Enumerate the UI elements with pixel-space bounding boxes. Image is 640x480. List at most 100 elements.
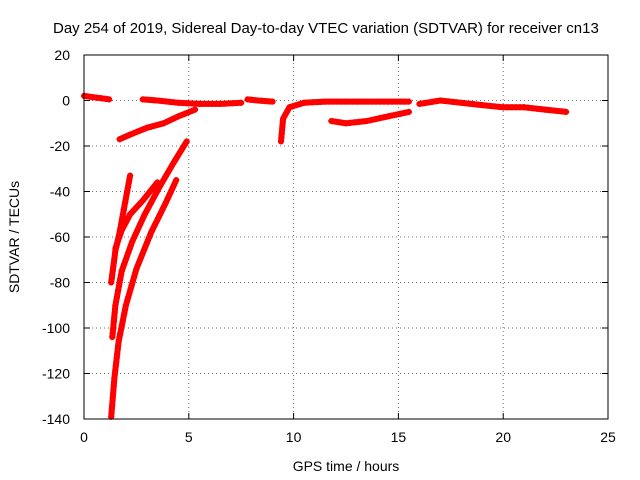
data-point-marker — [364, 118, 370, 124]
data-point-marker — [155, 214, 162, 221]
data-point-marker — [405, 98, 412, 105]
data-point-marker — [122, 302, 129, 309]
data-point-marker — [171, 115, 178, 122]
data-point-marker — [297, 100, 304, 107]
data-point-marker — [130, 235, 137, 242]
data-point-marker — [393, 111, 400, 118]
data-point-marker — [134, 262, 141, 269]
data-point-marker — [151, 194, 157, 201]
data-point-marker — [127, 172, 134, 179]
data-point-marker — [179, 145, 186, 152]
data-point-marker — [113, 241, 120, 248]
data-point-marker — [146, 233, 153, 240]
data-point-marker — [164, 196, 171, 203]
data-point-marker — [145, 204, 152, 211]
data-point-marker — [133, 265, 140, 272]
data-point-marker — [173, 155, 180, 162]
data-series-seg-f — [328, 108, 412, 127]
y-tick-label: -140 — [42, 411, 70, 427]
y-tick-label: -40 — [50, 184, 70, 200]
data-point-marker — [117, 230, 124, 237]
data-point-marker — [149, 185, 156, 192]
data-point-marker — [290, 103, 297, 110]
data-point-marker — [159, 207, 166, 214]
data-point-marker — [380, 114, 387, 121]
data-point-marker — [162, 173, 169, 180]
data-series-arc-4 — [108, 177, 180, 420]
data-point-marker — [138, 218, 145, 225]
axis-ticks: 0 5 10 15 20 25 -140 -120 -100 -80 -60 -40 -20 0 20 — [42, 47, 616, 445]
data-point-marker — [166, 166, 173, 173]
data-point-marker — [118, 227, 125, 234]
data-point-marker — [120, 223, 127, 230]
data-point-marker — [137, 127, 144, 134]
y-tick-label: 20 — [54, 47, 70, 63]
data-point-marker — [124, 298, 131, 305]
data-point-marker — [141, 211, 148, 218]
data-point-marker — [128, 282, 135, 288]
data-point-marker — [139, 251, 146, 258]
data-point-marker — [148, 229, 155, 236]
data-point-marker — [368, 117, 375, 124]
data-point-marker — [152, 122, 159, 129]
data-point-marker — [124, 253, 130, 260]
data-point-marker — [384, 113, 391, 120]
data-point-marker — [147, 201, 154, 207]
data-point-marker — [148, 123, 155, 130]
data-point-marker — [192, 106, 199, 113]
data-point-marker — [133, 228, 140, 235]
data-point-marker — [169, 162, 175, 169]
chart-title: Day 254 of 2019, Sidereal Day-to-day VTE… — [53, 20, 599, 37]
x-tick-label: 15 — [391, 429, 407, 445]
data-point-marker — [183, 138, 190, 145]
y-tick-label: 0 — [62, 93, 70, 109]
data-point-marker — [284, 108, 291, 115]
data-point-marker — [162, 199, 169, 206]
data-point-marker — [405, 108, 412, 115]
y-tick-label: -20 — [50, 138, 70, 154]
data-point-marker — [126, 290, 133, 297]
data-point-marker — [280, 115, 287, 122]
data-point-marker — [168, 116, 174, 123]
data-point-marker — [142, 194, 149, 201]
data-point-marker — [137, 254, 144, 261]
data-point-marker — [143, 207, 150, 214]
data-point-marker — [376, 115, 383, 122]
data-series-seg-b — [116, 106, 199, 143]
data-point-marker — [166, 192, 173, 199]
data-point-marker — [120, 134, 127, 141]
data-point-marker — [127, 131, 134, 138]
data-point-marker — [122, 219, 129, 226]
data-point-marker — [389, 112, 396, 119]
data-point-marker — [140, 214, 147, 221]
data-point-marker — [156, 184, 163, 190]
y-axis-label: SDTVAR / TECUs — [6, 181, 22, 293]
data-point-marker — [154, 187, 161, 194]
data-series-seg-g — [416, 97, 570, 115]
data-point-marker — [158, 180, 165, 187]
data-point-marker — [269, 98, 276, 105]
data-point-marker — [185, 109, 192, 116]
data-point-marker — [372, 116, 379, 123]
y-tick-label: -80 — [50, 275, 70, 291]
data-point-marker — [156, 121, 163, 128]
data-point-marker — [122, 257, 129, 263]
data-point-marker — [142, 244, 149, 250]
data-point-marker — [129, 238, 136, 245]
data-point-marker — [130, 130, 137, 137]
x-tick-label: 10 — [286, 429, 302, 445]
data-point-marker — [282, 111, 289, 118]
data-point-marker — [132, 269, 139, 276]
data-point-marker — [153, 218, 160, 225]
data-point-marker — [112, 245, 119, 252]
data-point-marker — [149, 197, 156, 204]
data-point-marker — [160, 120, 167, 127]
x-tick-label: 25 — [600, 429, 616, 445]
data-point-marker — [177, 148, 184, 155]
data-point-marker — [175, 152, 182, 159]
data-point-marker — [160, 203, 167, 210]
data-point-marker — [401, 109, 408, 116]
data-point-marker — [121, 260, 128, 267]
data-point-marker — [131, 273, 138, 280]
data-point-marker — [160, 176, 167, 183]
